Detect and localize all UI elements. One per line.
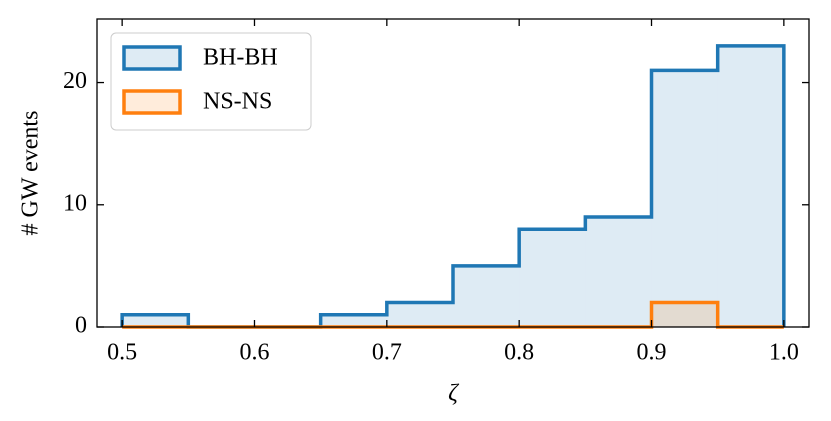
y-tick-label: 0 <box>75 313 87 339</box>
y-tick-label: 20 <box>63 68 87 94</box>
histogram-bar <box>453 265 520 327</box>
legend-box <box>110 32 312 131</box>
histogram-bar <box>519 229 586 327</box>
legend-label: NS-NS <box>203 89 272 115</box>
x-tick-label: 1.0 <box>769 340 799 366</box>
histogram-bar <box>651 302 718 327</box>
y-axis-label: # GW events <box>18 111 44 236</box>
histogram-bar <box>717 45 784 328</box>
x-axis-label: ζ <box>448 381 460 407</box>
x-tick-label: 0.7 <box>372 340 402 366</box>
histogram-bar <box>585 217 652 327</box>
legend: BH-BH NS-NS <box>110 32 312 131</box>
histogram-bar <box>320 314 387 327</box>
x-tick-label: 0.6 <box>239 340 269 366</box>
plot-frame <box>96 18 810 328</box>
legend-label: BH-BH <box>203 45 278 71</box>
histogram-bar <box>386 302 453 327</box>
x-tick-label: 0.9 <box>637 340 667 366</box>
legend-swatch <box>122 45 182 71</box>
histogram-bar <box>651 70 718 327</box>
y-tick-label: 10 <box>63 190 87 216</box>
x-tick-label: 0.5 <box>107 340 137 366</box>
histogram-bar <box>122 314 189 327</box>
legend-swatch <box>122 89 182 115</box>
x-tick-label: 0.8 <box>504 340 534 366</box>
